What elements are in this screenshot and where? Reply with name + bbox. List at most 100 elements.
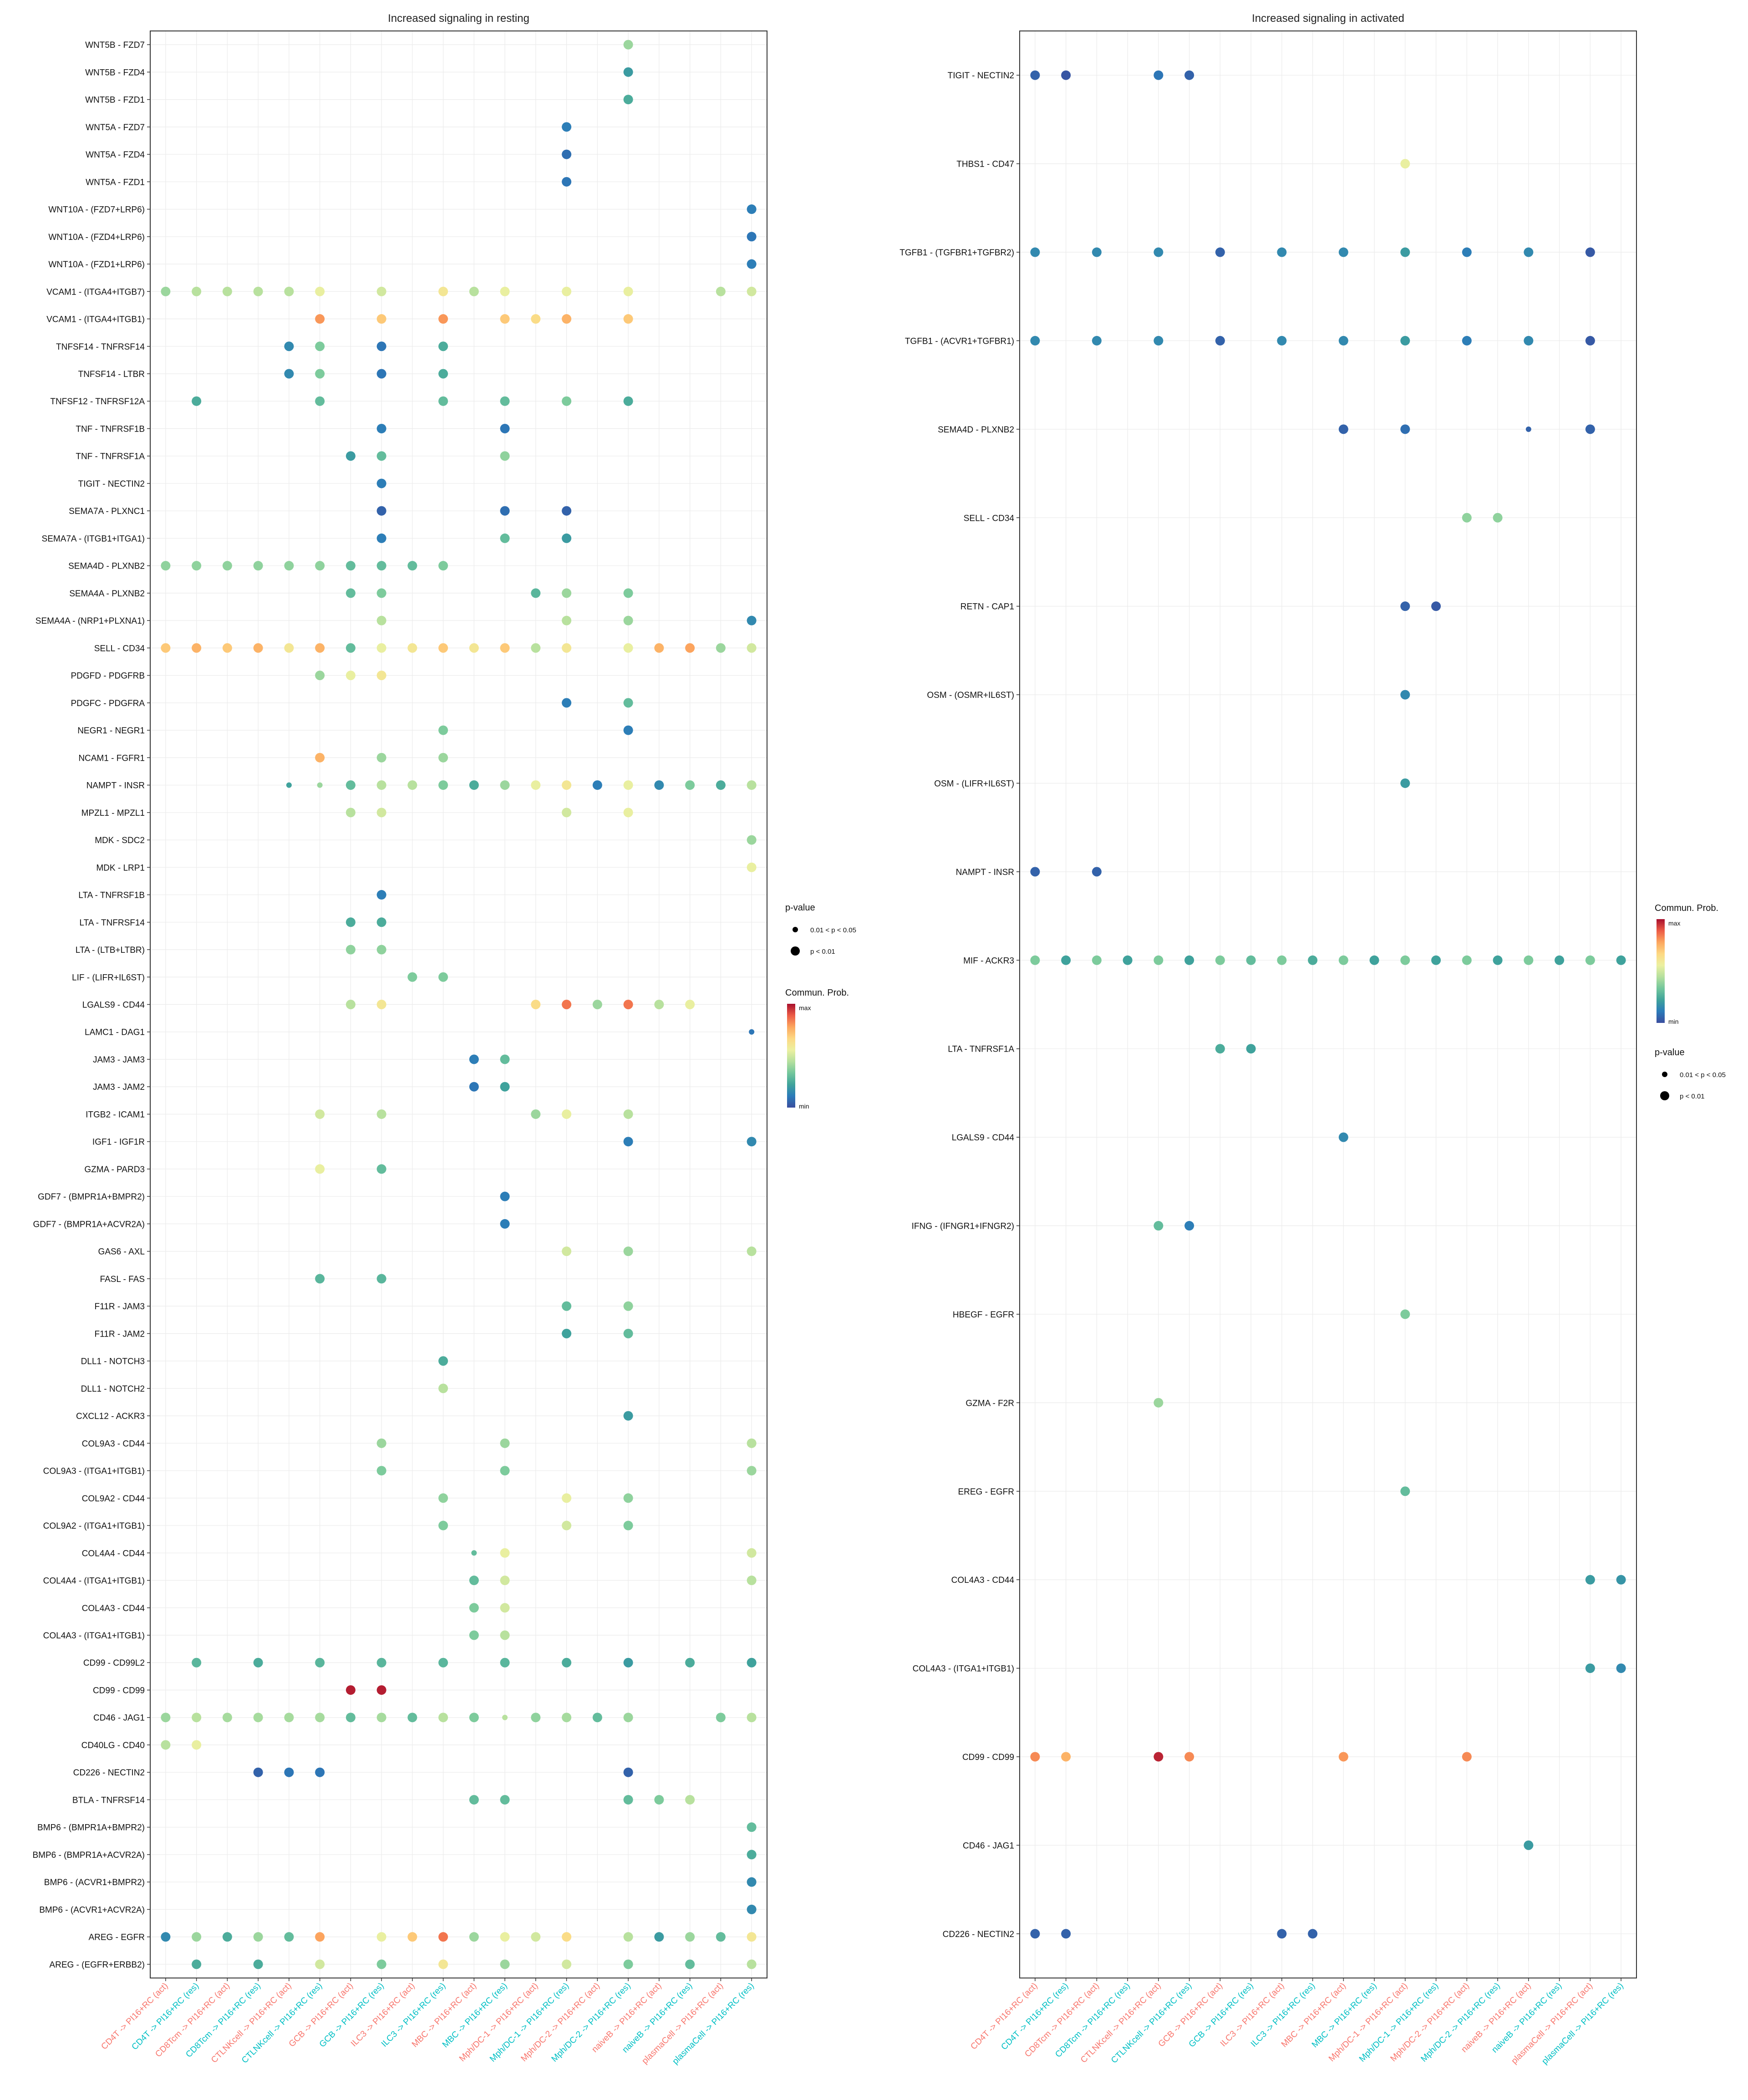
legend-pvalue-label: 0.01 < p < 0.05 bbox=[1680, 1071, 1726, 1079]
data-point bbox=[1524, 1840, 1534, 1850]
data-point bbox=[346, 1685, 356, 1695]
data-point bbox=[376, 1713, 386, 1723]
y-tick-label: BMP6 - (ACVR1+BMPR2) bbox=[44, 1878, 145, 1887]
data-point bbox=[438, 286, 448, 296]
legend-pvalue-title: p-value bbox=[1655, 1047, 1685, 1058]
data-point bbox=[346, 780, 356, 790]
data-point bbox=[500, 506, 510, 516]
data-point bbox=[376, 423, 386, 433]
data-point bbox=[284, 341, 294, 351]
y-tick-label: GAS6 - AXL bbox=[98, 1247, 145, 1257]
data-point bbox=[1092, 867, 1102, 877]
data-point bbox=[500, 314, 510, 324]
data-point bbox=[1616, 1575, 1626, 1585]
data-point bbox=[1153, 1752, 1164, 1762]
data-point bbox=[1215, 955, 1225, 965]
data-point bbox=[747, 1548, 757, 1558]
y-tick-label: COL4A3 - CD44 bbox=[82, 1604, 145, 1613]
data-point bbox=[1123, 955, 1133, 965]
data-point bbox=[469, 286, 479, 296]
data-point bbox=[1246, 1044, 1256, 1054]
y-tick-label: PDGFC - PDGFRA bbox=[71, 699, 145, 708]
data-point bbox=[315, 1713, 325, 1723]
data-point bbox=[438, 1383, 448, 1393]
data-point bbox=[1153, 70, 1164, 80]
data-point bbox=[407, 561, 417, 571]
data-point bbox=[284, 369, 294, 379]
data-point bbox=[1493, 513, 1503, 523]
data-point bbox=[623, 396, 633, 406]
legend-prob-max: max bbox=[1668, 920, 1680, 927]
data-point bbox=[1616, 1663, 1626, 1673]
y-tick-label: RETN - CAP1 bbox=[960, 602, 1014, 612]
data-point bbox=[1215, 1044, 1225, 1054]
data-point bbox=[1215, 336, 1225, 346]
y-tick-label: TGFB1 - (ACVR1+TGFBR1) bbox=[905, 336, 1014, 346]
data-point bbox=[747, 1822, 757, 1832]
data-point bbox=[1030, 70, 1040, 80]
y-tick-label: GZMA - F2R bbox=[965, 1398, 1014, 1408]
data-point bbox=[284, 561, 294, 571]
data-point bbox=[315, 1274, 325, 1284]
data-point bbox=[376, 945, 386, 955]
data-point bbox=[253, 286, 263, 296]
data-point bbox=[500, 1466, 510, 1476]
data-point bbox=[500, 780, 510, 790]
data-point bbox=[562, 615, 572, 625]
data-point bbox=[747, 1877, 757, 1887]
data-point bbox=[623, 1493, 633, 1503]
data-point bbox=[562, 533, 572, 543]
data-point bbox=[747, 862, 757, 872]
data-point bbox=[747, 232, 757, 242]
y-tick-label: MDK - SDC2 bbox=[95, 836, 145, 845]
y-tick-label: CD46 - JAG1 bbox=[963, 1841, 1014, 1851]
data-point bbox=[1524, 247, 1534, 257]
y-tick-label: WNT5A - FZD1 bbox=[86, 178, 145, 187]
y-tick-label: GZMA - PARD3 bbox=[84, 1165, 145, 1175]
data-point bbox=[376, 753, 386, 763]
y-tick-label: AREG - EGFR bbox=[88, 1933, 145, 1942]
y-tick-label: IGF1 - IGF1R bbox=[92, 1138, 145, 1147]
y-tick-label: SEMA7A - PLXNC1 bbox=[69, 507, 145, 516]
data-point bbox=[315, 314, 325, 324]
data-point bbox=[253, 1959, 263, 1969]
data-point bbox=[500, 1438, 510, 1448]
y-tick-label: PDGFD - PDGFRB bbox=[71, 671, 145, 681]
data-point bbox=[1153, 955, 1164, 965]
data-point bbox=[253, 1658, 263, 1668]
data-point bbox=[623, 725, 633, 735]
y-tick-label: WNT5B - FZD4 bbox=[85, 68, 145, 77]
data-point bbox=[376, 917, 386, 927]
data-point bbox=[500, 396, 510, 406]
data-point bbox=[469, 1630, 479, 1640]
data-point bbox=[469, 1603, 479, 1613]
data-point bbox=[1092, 955, 1102, 965]
data-point bbox=[376, 1274, 386, 1284]
data-point bbox=[1493, 955, 1503, 965]
data-point bbox=[562, 286, 572, 296]
data-point bbox=[716, 1932, 726, 1942]
y-tick-label: WNT5A - FZD4 bbox=[86, 150, 145, 160]
y-tick-label: COL4A3 - (ITGA1+ITGB1) bbox=[913, 1664, 1014, 1674]
y-tick-label: SEMA4D - PLXNB2 bbox=[68, 562, 145, 571]
legend-commun-prob: Commun. Prob. max min bbox=[1655, 903, 1718, 1025]
y-tick-label: ITGB2 - ICAM1 bbox=[86, 1110, 145, 1119]
data-point bbox=[623, 1713, 633, 1723]
y-tick-label: OSM - (OSMR+IL6ST) bbox=[927, 691, 1014, 700]
data-point bbox=[623, 40, 633, 50]
y-tick-label: WNT10A - (FZD4+LRP6) bbox=[48, 233, 145, 242]
data-point bbox=[500, 1548, 510, 1558]
data-point bbox=[531, 1109, 541, 1119]
data-point bbox=[1400, 159, 1410, 169]
data-point bbox=[253, 561, 263, 571]
data-point bbox=[315, 561, 325, 571]
y-tick-label: CXCL12 - ACKR3 bbox=[76, 1412, 145, 1421]
data-point bbox=[747, 1576, 757, 1586]
data-point bbox=[192, 1959, 202, 1969]
data-point bbox=[1338, 247, 1348, 257]
data-point bbox=[747, 835, 757, 845]
data-point bbox=[438, 725, 448, 735]
data-point bbox=[531, 1932, 541, 1942]
data-point bbox=[562, 1301, 572, 1311]
